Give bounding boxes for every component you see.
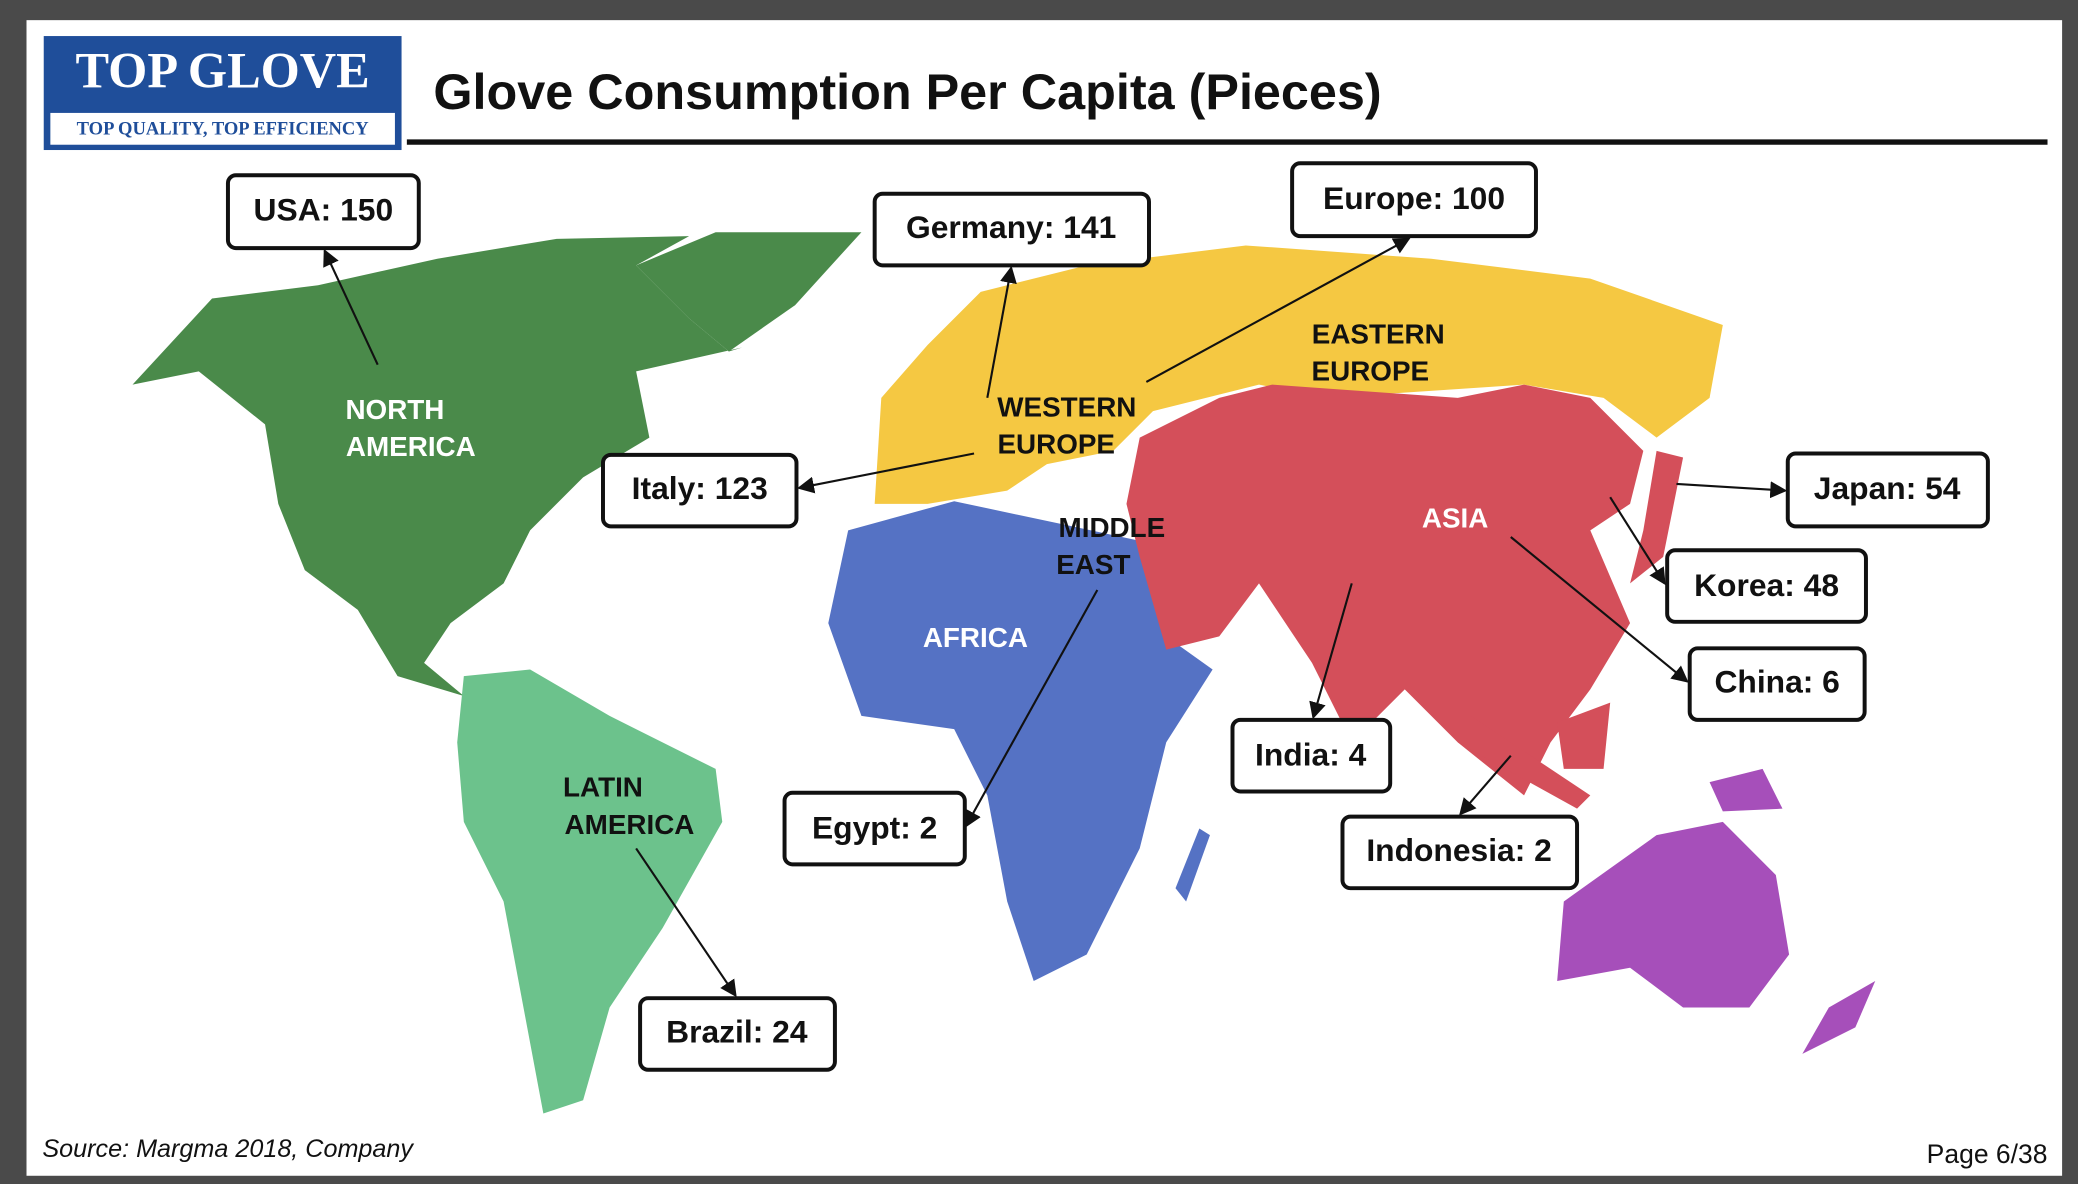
region-label: WESTERN EUROPE (997, 391, 1136, 459)
logo-title: TOP GLOVE (76, 42, 370, 98)
region-label: AFRICA (923, 622, 1028, 653)
arrows (323, 237, 1788, 998)
callout: USA: 150 (254, 192, 394, 228)
callouts: USA: 150 Germany: 141 Europe: 100 Italy:… (225, 161, 1990, 1072)
callout: Korea: 48 (1694, 567, 1839, 603)
region-label: LATIN AMERICA (563, 772, 694, 840)
callout: Europe: 100 (1323, 180, 1505, 216)
region-label: EASTERN EUROPE (1312, 319, 1445, 387)
callout: India: 4 (1255, 736, 1367, 772)
title: Glove Consumption Per Capita (Pieces) (433, 63, 1381, 120)
logo: TOP GLOVE TOP QUALITY, TOP EFFICIENCY (43, 36, 402, 151)
callout: Indonesia: 2 (1366, 832, 1552, 868)
callout: Japan: 54 (1814, 470, 1961, 506)
callout: Germany: 141 (906, 209, 1116, 245)
region-label: MIDDLE EAST (1056, 512, 1165, 580)
source: Source: Margma 2018, Company (42, 1135, 414, 1163)
callout: China: 6 (1714, 664, 1839, 700)
callout: Italy: 123 (632, 470, 768, 506)
callout: Brazil: 24 (666, 1013, 808, 1049)
region-labels: NORTH AMERICA LATIN AMERICA WESTERN EUROPE … (345, 319, 1488, 840)
logo-subtitle: TOP QUALITY, TOP EFFICIENCY (77, 118, 370, 139)
map (132, 232, 1876, 1114)
region-label: ASIA (1422, 503, 1489, 534)
region-label: NORTH AMERICA (345, 394, 475, 462)
page-number: Page 6/38 (1927, 1139, 2048, 1169)
callout: Egypt: 2 (812, 809, 937, 845)
